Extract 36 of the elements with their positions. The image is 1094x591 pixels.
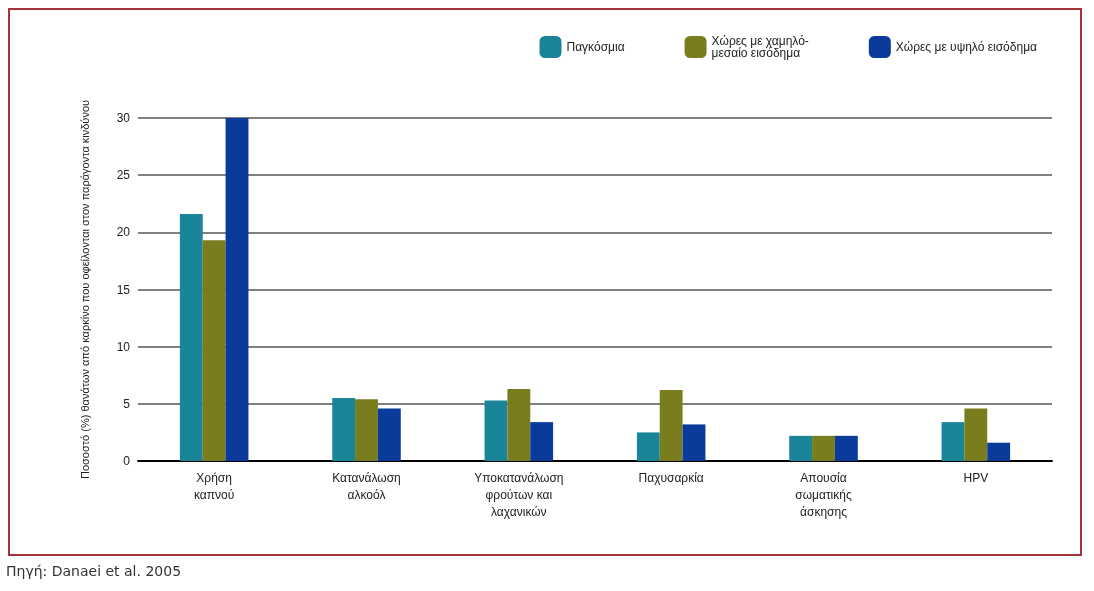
y-tick-label: 20 [116,225,131,240]
bar [659,390,683,461]
bar [987,442,1011,461]
bar [636,432,660,461]
x-tick-label: Απουσία σωματικής άσκησης [795,470,852,519]
bar [682,424,706,461]
legend-label: Χώρες με χαμηλό- μεσαίο εισόδημα [711,34,809,60]
bar [834,435,858,461]
bar [355,399,378,461]
bar [202,240,226,461]
bar [225,118,249,461]
x-tick-label: Κατανάλωση αλκοόλ [332,470,401,502]
bar [812,435,835,461]
y-axis-title: Ποσοστό (%) θανάτων από καρκίνο που οφείλονται στον παράγοντα κινδύνου [79,99,91,480]
bar [530,422,554,461]
bar [179,214,203,461]
x-tick-label: Παχυσαρκία [638,470,704,485]
y-tick-label: 5 [123,396,131,411]
x-tick-label: HPV [963,470,989,485]
bar [789,435,813,461]
bar [484,400,508,461]
bar [964,408,988,461]
y-tick-label: 0 [123,454,131,468]
bar [332,398,356,461]
y-tick-label: 25 [116,168,131,183]
x-tick-label: Χρήση καπνού [194,470,235,502]
y-tick-label: 10 [116,339,131,354]
y-tick-label: 15 [116,282,131,297]
y-tick-label: 30 [116,111,131,125]
legend-label: Παγκόσμια [566,40,625,54]
legend-label: Χώρες με υψηλό εισόδημα [895,40,1038,54]
bar [377,408,401,461]
text: Πηγή: Danaei et al. 2005 [6,563,182,579]
x-tick-label: Υποκατανάλωση φρούτων και λαχανικών [474,470,564,519]
bar [507,388,531,461]
bar [941,422,965,461]
